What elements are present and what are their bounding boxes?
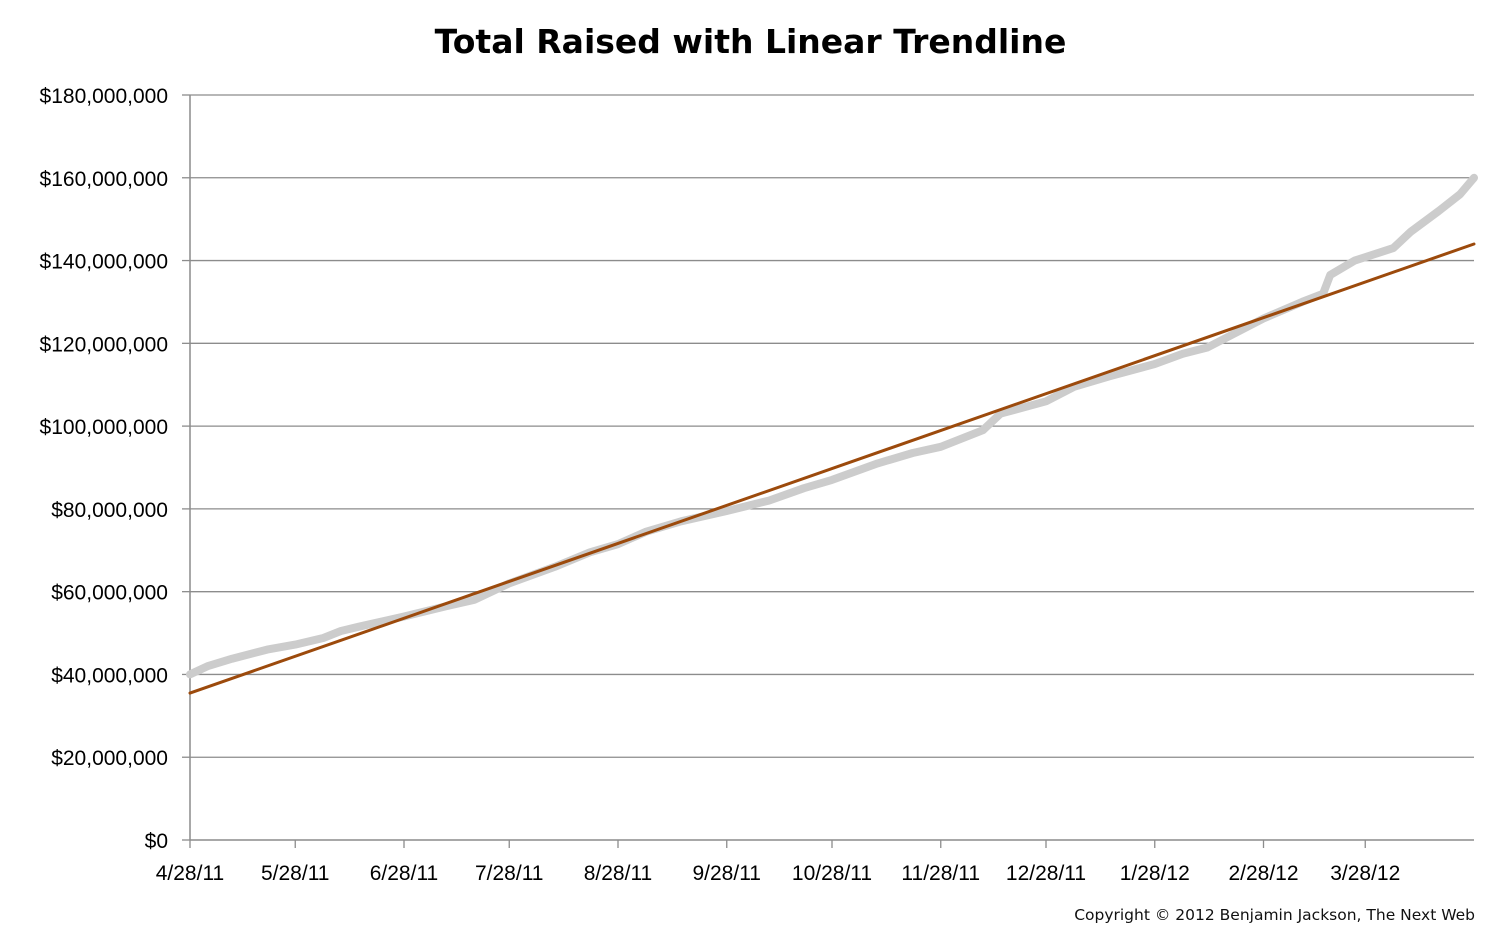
x-tick-label: 3/28/12 [1330, 862, 1400, 885]
x-tick-label: 7/28/11 [475, 862, 544, 885]
x-tick-label: 4/28/11 [156, 862, 225, 885]
total-raised-line [186, 173, 1478, 679]
x-tick-label: 11/28/11 [901, 862, 980, 885]
x-tick-label: 6/28/11 [370, 862, 439, 885]
chart-title: Total Raised with Linear Trendline [434, 22, 1067, 61]
y-tick-label: $120,000,000 [40, 333, 168, 356]
y-tick-label: $20,000,000 [51, 747, 168, 770]
y-tick-label: $40,000,000 [51, 664, 168, 687]
y-tick-label: $80,000,000 [51, 499, 168, 522]
series [186, 173, 1478, 695]
x-tick-label: 5/28/11 [261, 862, 330, 885]
y-tick-label: $140,000,000 [40, 251, 168, 274]
x-tick-label: 1/28/12 [1120, 862, 1190, 885]
x-tick-labels: 4/28/11 5/28/11 6/28/11 7/28/11 8/28/11 9/28/… [156, 862, 1401, 885]
x-tick-label: 8/28/11 [584, 862, 653, 885]
y-tick-labels: $0 $20,000,000 $40,000,000 $60,000,000 $80,0… [40, 85, 168, 853]
y-tick-label: $100,000,000 [40, 416, 168, 439]
linear-trendline [188, 242, 1476, 695]
axes [182, 94, 1474, 848]
y-tick-label: $160,000,000 [40, 168, 168, 191]
copyright-note: Copyright © 2012 Benjamin Jackson, The N… [1074, 906, 1475, 924]
y-tick-label: $180,000,000 [40, 85, 168, 108]
gridlines [190, 94, 1474, 758]
x-tick-label: 9/28/11 [692, 862, 761, 885]
y-tick-label: $0 [145, 830, 168, 853]
y-tick-label: $60,000,000 [51, 582, 168, 605]
x-tick-label: 10/28/11 [792, 862, 872, 885]
x-tick-label: 12/28/11 [1006, 862, 1086, 885]
x-tick-label: 2/28/12 [1228, 862, 1298, 885]
